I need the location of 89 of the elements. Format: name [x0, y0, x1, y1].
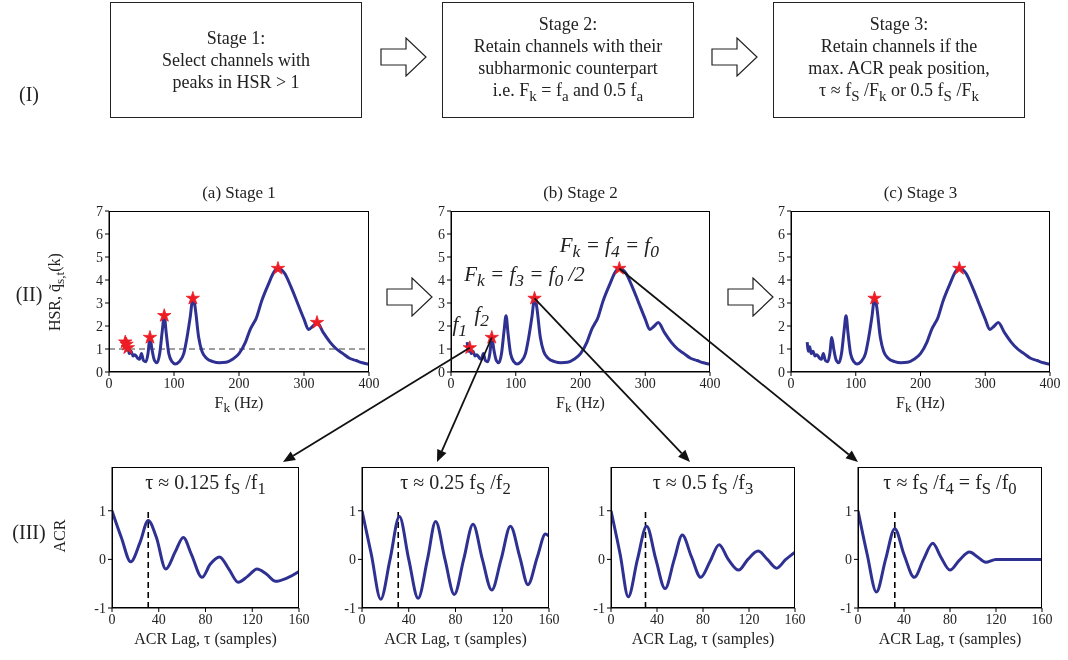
y-tick-label: 0 [845, 552, 852, 568]
y-tick-label: 1 [99, 503, 106, 519]
y-tick-label: 1 [438, 341, 445, 357]
y-tick-label: 3 [96, 295, 103, 311]
x-tick-label: 120 [491, 611, 513, 627]
y-tick-label: 2 [96, 318, 103, 334]
x-tick-label: 300 [634, 375, 656, 391]
y-tick-label: -1 [344, 600, 356, 616]
x-tick-label: 400 [1039, 375, 1061, 391]
x-tick-label: 80 [696, 611, 710, 627]
y-tick-label: 7 [778, 203, 785, 219]
y-tick-label: 5 [778, 249, 785, 265]
annotation: F$_{k}$ = f$_{4}$ = f$_{0}$ [558, 232, 660, 262]
x-tick-label: 200 [228, 375, 250, 391]
x-tick-label: 120 [985, 611, 1007, 627]
y-tick-label: 0 [598, 552, 605, 568]
x-axis-title: ACR Lag, τ (samples) [133, 630, 278, 648]
y-tick-label: 1 [598, 503, 605, 519]
chart-title: (a) Stage 1 [201, 183, 277, 203]
y-tick-label: 5 [96, 249, 103, 265]
y-tick-label: 1 [96, 341, 103, 357]
chart-title: (c) Stage 3 [882, 183, 959, 203]
y-tick-label: 4 [96, 272, 103, 288]
chart-title: (b) Stage 2 [542, 183, 619, 203]
x-axis-title: ACR Lag, τ (samples) [630, 630, 776, 648]
x-tick-label: 80 [448, 611, 463, 627]
y-tick-label: 3 [778, 295, 785, 311]
y-tick-label: 6 [778, 226, 785, 242]
x-tick-label: 160 [538, 611, 560, 627]
y-tick-label: 0 [99, 552, 106, 568]
x-axis-title: F$_{k}$ (Hz) [213, 394, 265, 417]
y-tick-label: 5 [438, 249, 445, 265]
chart-title: τ ≈ 0.5 f$_{S}$ /f$_{3}$ [651, 471, 755, 499]
y-tick-label: -1 [94, 600, 106, 616]
x-tick-label: 160 [784, 611, 806, 627]
x-tick-label: 400 [358, 375, 380, 391]
chart-title: τ ≈ f$_{S}$ /f$_{4}$ = f$_{S}$ /f$_{0}$ [882, 471, 1018, 499]
x-tick-label: 100 [505, 375, 527, 391]
text: Stage 2: Retain channels with their subharmonic counterpart i.e. F$_{k}$ = f$_{a}$ and 0.5 f$_{a}$ [473, 14, 663, 104]
chart-title: τ ≈ 0.25 f$_{S}$ /f$_{2}$ [399, 471, 512, 499]
y-tick-label: 7 [438, 203, 445, 219]
y-tick-label: 6 [438, 226, 445, 242]
y-axis-title: ACR [51, 518, 69, 554]
y-tick-label: -1 [593, 600, 605, 616]
x-tick-label: 80 [943, 611, 957, 627]
annotation: f$_{2}$ [474, 301, 490, 330]
x-tick-label: 100 [845, 375, 867, 391]
y-tick-label: 0 [96, 364, 103, 380]
y-tick-label: 0 [778, 364, 785, 380]
y-tick-label: 6 [96, 226, 103, 242]
x-tick-label: 100 [163, 375, 185, 391]
text: (I) [18, 83, 40, 106]
x-tick-label: 40 [401, 611, 416, 627]
annotation: F$_{k}$ = f$_{3}$ = f$_{0}$ /2 [464, 262, 585, 291]
x-axis-title: ACR Lag, τ (samples) [383, 630, 528, 648]
x-tick-label: 160 [288, 611, 310, 627]
text: (III) [12, 521, 46, 543]
x-axis-title: F$_{k}$ (Hz) [895, 394, 946, 417]
chart-title: τ ≈ 0.125 f$_{S}$ /f$_{1}$ [144, 471, 267, 499]
y-tick-label: 4 [438, 272, 445, 288]
x-axis-title: F$_{k}$ (Hz) [555, 394, 606, 417]
x-tick-label: 300 [974, 375, 996, 391]
x-tick-label: 40 [151, 611, 166, 627]
y-tick-label: 3 [438, 295, 445, 311]
x-tick-label: 300 [293, 375, 315, 391]
x-tick-label: 80 [198, 611, 213, 627]
annotation: f$_{1}$ [452, 311, 468, 341]
text: (II) [15, 283, 43, 305]
text: Stage 1: Select channels with peaks in HSR > 1 [162, 27, 310, 93]
x-tick-label: 200 [570, 375, 591, 391]
y-tick-label: -1 [840, 600, 852, 616]
x-tick-label: 40 [897, 611, 911, 627]
y-tick-label: 0 [438, 364, 445, 380]
x-tick-label: 40 [650, 611, 664, 627]
y-tick-label: 1 [349, 503, 356, 519]
y-tick-label: 4 [778, 272, 785, 288]
x-axis-title: ACR Lag, τ (samples) [877, 630, 1023, 648]
x-tick-label: 200 [910, 375, 931, 391]
y-tick-label: 2 [438, 318, 445, 334]
x-tick-label: 120 [241, 611, 263, 627]
text: Stage 3: Retain channels if the max. ACR peak position, τ ≈ f$_{S}$ /F$_{k}$ or 0.5 f$_{S}$ /F$_{k}$ [808, 14, 990, 104]
y-tick-label: 7 [96, 203, 103, 219]
y-tick-label: 2 [778, 318, 785, 334]
x-tick-label: 400 [699, 375, 721, 391]
x-tick-label: 160 [1031, 611, 1053, 627]
y-tick-label: 1 [778, 341, 785, 357]
y-tick-label: 0 [349, 552, 356, 568]
x-tick-label: 120 [738, 611, 760, 627]
y-tick-label: 1 [845, 503, 852, 519]
